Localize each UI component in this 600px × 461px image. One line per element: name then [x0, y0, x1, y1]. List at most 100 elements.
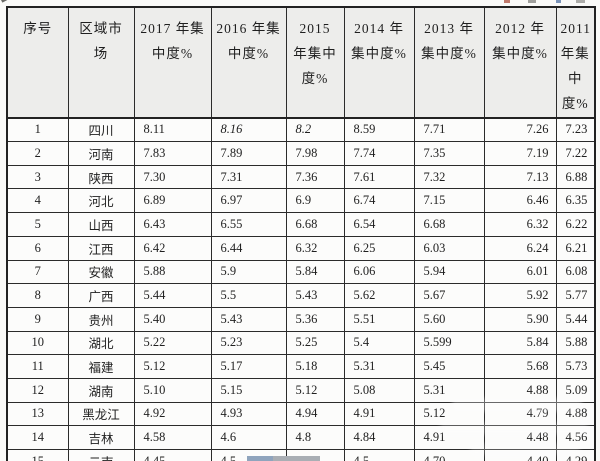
cell-value: 5.73	[555, 354, 596, 379]
cell-value: 6.55	[210, 212, 287, 237]
cell-value: 6.24	[483, 235, 557, 261]
cell-region: 四川	[67, 117, 135, 143]
screenshot-corner-artifact	[1, 0, 12, 3]
cell-value: 7.71	[413, 117, 485, 143]
cell-value: 7.35	[413, 141, 485, 166]
cell-region: 吉林	[67, 425, 135, 450]
cell-value: 4.5	[343, 449, 415, 461]
cell-value: 8.59	[343, 117, 415, 143]
cell-value: 6.88	[555, 164, 596, 190]
cell-value: 7.13	[483, 164, 557, 190]
table-row-10: 10 湖北 5.22 5.23 5.25 5.4 5.599 5.84 5.88	[6, 330, 596, 356]
cell-value: 6.54	[343, 212, 415, 237]
cell-value: 4.84	[343, 425, 415, 450]
cell-value: 8.16	[210, 117, 287, 143]
cell-value: 6.97	[210, 188, 287, 214]
cell-value: 6.68	[285, 212, 345, 237]
cell-value: 5.12	[133, 354, 212, 379]
cell-serial: 14	[6, 425, 69, 450]
header-cell-1: 区域市场	[67, 6, 135, 119]
cell-value: 7.30	[133, 164, 212, 190]
table-body: 1 四川 8.11 8.16 8.2 8.59 7.71 7.26 7.23 2 河南 7.83 7.8…	[6, 117, 596, 461]
cell-value: 5.43	[210, 306, 287, 332]
cell-value: 5.43	[285, 283, 345, 308]
cell-value: 6.46	[483, 188, 557, 214]
cell-serial: 3	[6, 164, 69, 190]
cell-value: 4.6	[210, 425, 287, 450]
cell-value: 5.88	[133, 259, 212, 285]
table-row-13: 13 黑龙江 4.92 4.93 4.94 4.91 5.12 4.79 4.88	[6, 401, 596, 427]
cell-serial: 11	[6, 354, 69, 379]
cell-value: 5.62	[343, 283, 415, 308]
cell-region: 湖南	[67, 377, 135, 403]
cell-value: 5.84	[483, 330, 557, 356]
cell-region: 陕西	[67, 164, 135, 190]
cell-serial: 6	[6, 235, 69, 261]
cell-value: 5.08	[343, 377, 415, 403]
header-cell-5: 2014 年集中度%	[343, 6, 415, 119]
cell-value: 4.92	[133, 401, 212, 427]
cell-value: 5.94	[413, 259, 485, 285]
cell-value: 5.88	[555, 330, 596, 356]
cell-value: 7.22	[555, 141, 596, 166]
cell-value: 5.17	[210, 354, 287, 379]
table-row-7: 7 安徽 5.88 5.9 5.84 6.06 5.94 6.01 6.08	[6, 259, 596, 285]
table-row-6: 6 江西 6.42 6.44 6.32 6.25 6.03 6.24 6.21	[6, 235, 596, 261]
cell-serial: 13	[6, 401, 69, 427]
cell-serial: 2	[6, 141, 69, 166]
cell-value: 6.32	[483, 212, 557, 237]
cell-value: 5.12	[413, 401, 485, 427]
cell-region: 广西	[67, 283, 135, 308]
cell-value: 4.88	[555, 401, 596, 427]
cell-value: 5.12	[285, 377, 345, 403]
cropped-text-artifact	[498, 0, 594, 4]
cell-value: 5.5	[210, 283, 287, 308]
cell-value: 5.25	[285, 330, 345, 356]
cell-value: 7.74	[343, 141, 415, 166]
cell-value: 6.43	[133, 212, 212, 237]
cell-region: 福建	[67, 354, 135, 379]
header-cell-6: 2013 年集中度%	[413, 6, 485, 119]
table-row-12: 12 湖南 5.10 5.15 5.12 5.08 5.31 4.88 5.09	[6, 377, 596, 403]
cell-value: 8.2	[285, 117, 345, 143]
cell-value: 7.31	[210, 164, 287, 190]
cell-value: 5.51	[343, 306, 415, 332]
cell-value: 4.56	[555, 425, 596, 450]
cell-value: 5.4	[343, 330, 415, 356]
cell-value: 5.90	[483, 306, 557, 332]
cell-value: 7.61	[343, 164, 415, 190]
table-row-3: 3 陕西 7.30 7.31 7.36 7.61 7.32 7.13 6.88	[6, 164, 596, 190]
header-cell-0: 序号	[6, 6, 69, 119]
cell-value: 5.10	[133, 377, 212, 403]
cell-value: 4.93	[210, 401, 287, 427]
table-row-11: 11 福建 5.12 5.17 5.18 5.31 5.45 5.68 5.73	[6, 354, 596, 379]
cell-value: 4.94	[285, 401, 345, 427]
cell-serial: 15	[6, 449, 69, 461]
cell-value: 5.92	[483, 283, 557, 308]
cell-value: 5.67	[413, 283, 485, 308]
cell-value: 6.03	[413, 235, 485, 261]
cell-value: 6.06	[343, 259, 415, 285]
cell-serial: 8	[6, 283, 69, 308]
scrollbar-thumb[interactable]	[247, 456, 320, 461]
cell-value: 5.44	[555, 306, 596, 332]
cell-value: 7.98	[285, 141, 345, 166]
cell-region: 河北	[67, 188, 135, 214]
cell-value: 5.599	[413, 330, 485, 356]
cell-serial: 5	[6, 212, 69, 237]
cell-value: 5.77	[555, 283, 596, 308]
cell-value: 8.11	[133, 117, 212, 143]
table-row-4: 4 河北 6.89 6.97 6.9 6.74 7.15 6.46 6.35	[6, 188, 596, 214]
table-row-2: 2 河南 7.83 7.89 7.98 7.74 7.35 7.19 7.22	[6, 141, 596, 166]
cell-value: 6.44	[210, 235, 287, 261]
cell-region: 黑龙江	[67, 401, 135, 427]
table-row-15: 15云南4.454.54.514.54.704.404.29	[6, 449, 596, 461]
cell-value: 7.23	[555, 117, 596, 143]
cell-value: 4.45	[133, 449, 212, 461]
cell-region: 湖北	[67, 330, 135, 356]
cell-region: 贵州	[67, 306, 135, 332]
concentration-table: 序号 区域市场 2017 年集中度% 2016 年集中度% 2015 年集中度% 2014…	[6, 6, 596, 461]
cell-value: 5.40	[133, 306, 212, 332]
cell-value: 7.89	[210, 141, 287, 166]
cell-value: 5.31	[413, 377, 485, 403]
